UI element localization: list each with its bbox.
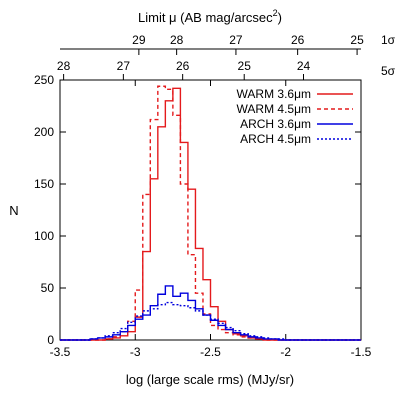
top-5sigma-tick-label: 24 xyxy=(297,59,311,73)
x-tick-label: -3.5 xyxy=(50,345,71,359)
histogram-line-arch-4-5-m xyxy=(60,301,361,341)
legend-label: WARM 4.5μm xyxy=(237,102,311,116)
x-axis-label: log (large scale rms) (MJy/sr) xyxy=(126,372,294,387)
top-1sigma-tick-label: 25 xyxy=(350,33,364,47)
top-5sigma-tick-label: 27 xyxy=(117,59,131,73)
legend-label: ARCH 4.5μm xyxy=(240,132,311,146)
top-1sigma-tick-label: 28 xyxy=(170,33,184,47)
x-tick-label: -3 xyxy=(130,345,141,359)
x-tick-label: -2 xyxy=(280,345,291,359)
y-tick-label: 0 xyxy=(47,333,54,347)
top-5sigma-tick-label: 28 xyxy=(57,59,71,73)
legend-label: ARCH 3.6μm xyxy=(240,117,311,131)
y-tick-label: 200 xyxy=(34,125,54,139)
histogram-series xyxy=(60,85,361,341)
y-tick-label: 100 xyxy=(34,229,54,243)
top-axis-title: Limit μ (AB mag/arcsec2) xyxy=(138,8,282,25)
y-axis-label: N xyxy=(9,203,18,218)
y-tick-label: 250 xyxy=(34,73,54,87)
y-axis-ticks: 0 50 100 150 200 250 xyxy=(34,73,361,347)
sigma-5-label: 5σ xyxy=(381,64,396,78)
histogram-line-warm-3-6-m xyxy=(60,87,361,341)
x-axis-ticks: -3.5 -3 -2.5 -2 -1.5 xyxy=(50,80,372,359)
y-tick-label: 50 xyxy=(41,281,55,295)
legend-label: WARM 3.6μm xyxy=(237,87,311,101)
top-5sigma-tick-label: 25 xyxy=(238,59,252,73)
top-1sigma-tick-label: 29 xyxy=(132,33,146,47)
y-tick-label: 150 xyxy=(34,177,54,191)
sigma-1-label: 1σ xyxy=(381,33,396,47)
top-1sigma-tick-label: 27 xyxy=(229,33,243,47)
top-5sigma-tick-label: 26 xyxy=(176,59,190,73)
top-axis-ticks: 29 28 27 26 25 28 27 26 25 24 xyxy=(57,33,364,80)
x-tick-label: -2.5 xyxy=(200,345,221,359)
top-1sigma-tick-label: 26 xyxy=(291,33,305,47)
x-tick-label: -1.5 xyxy=(351,345,372,359)
